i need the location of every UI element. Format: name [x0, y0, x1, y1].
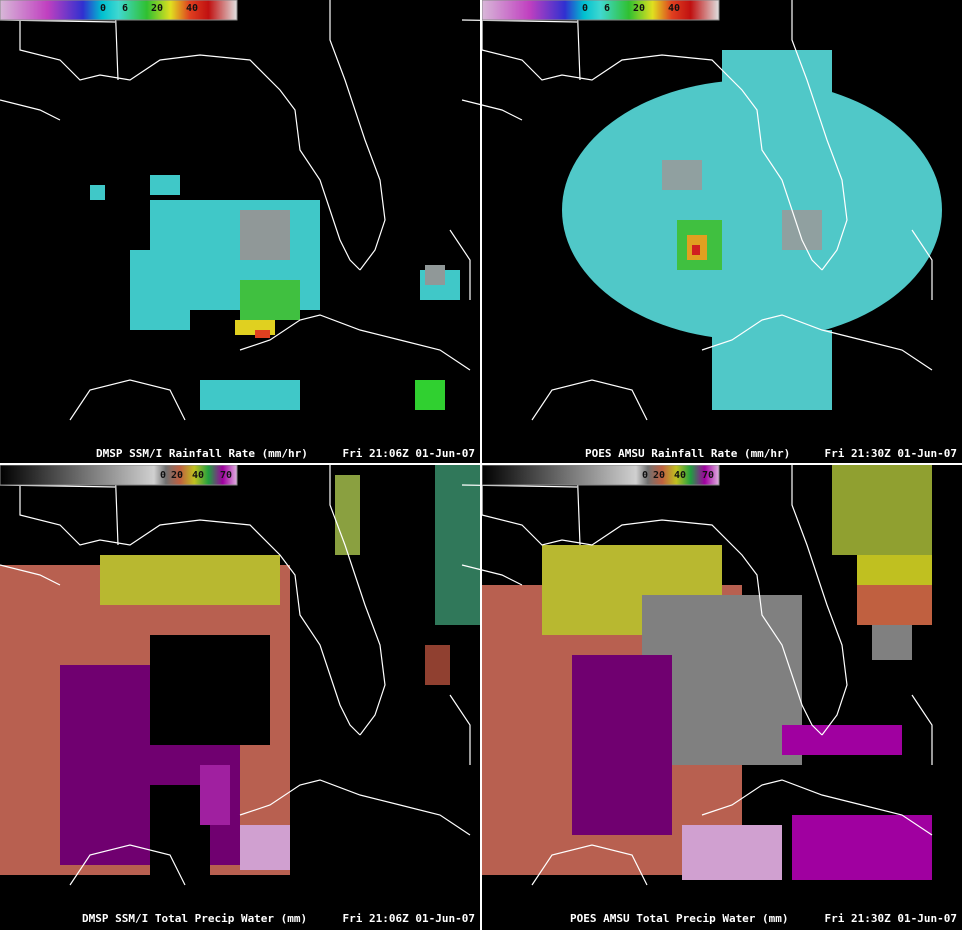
caption: DMSP SSM/I Total Precip Water (mm): [82, 912, 307, 925]
panel: 0 20 40 70 DMSP SSM/I Total Precip Water…: [0, 464, 480, 930]
scale-label: 0: [582, 3, 588, 14]
scale-label: 20: [633, 3, 645, 14]
scale-label: 40: [192, 470, 204, 481]
scale-label: 20: [171, 470, 183, 481]
scale-label: 70: [702, 470, 714, 481]
timestamp: Fri 21:30Z 01-Jun-07: [825, 912, 957, 925]
caption: POES AMSU Total Precip Water (mm): [570, 912, 789, 925]
caption: DMSP SSM/I Rainfall Rate (mm/hr): [96, 447, 308, 460]
scale-label: 70: [220, 470, 232, 481]
scale-label: 6: [604, 3, 610, 14]
timestamp: Fri 21:30Z 01-Jun-07: [825, 447, 957, 460]
timestamp: Fri 21:06Z 01-Jun-07: [343, 447, 475, 460]
scale-label: 20: [653, 470, 665, 481]
scale-label: 40: [186, 3, 198, 14]
panel: 0 6 20 40 DMSP SSM/I Rainfall Rate (mm/h…: [0, 0, 480, 463]
timestamp: Fri 21:06Z 01-Jun-07: [343, 912, 475, 925]
scale-label: 0: [100, 3, 106, 14]
scale-label: 20: [151, 3, 163, 14]
panel: 0 20 40 70 POES AMSU Total Precip Water …: [461, 464, 962, 930]
scale-label: 40: [674, 470, 686, 481]
scale-label: 6: [122, 3, 128, 14]
scale-label: 0: [160, 470, 166, 481]
panel: 0 6 20 40 POES AMSU Rainfall Rate (mm/hr…: [461, 0, 962, 463]
scale-label: 40: [668, 3, 680, 14]
caption: POES AMSU Rainfall Rate (mm/hr): [585, 447, 790, 460]
scale-label: 0: [642, 470, 648, 481]
